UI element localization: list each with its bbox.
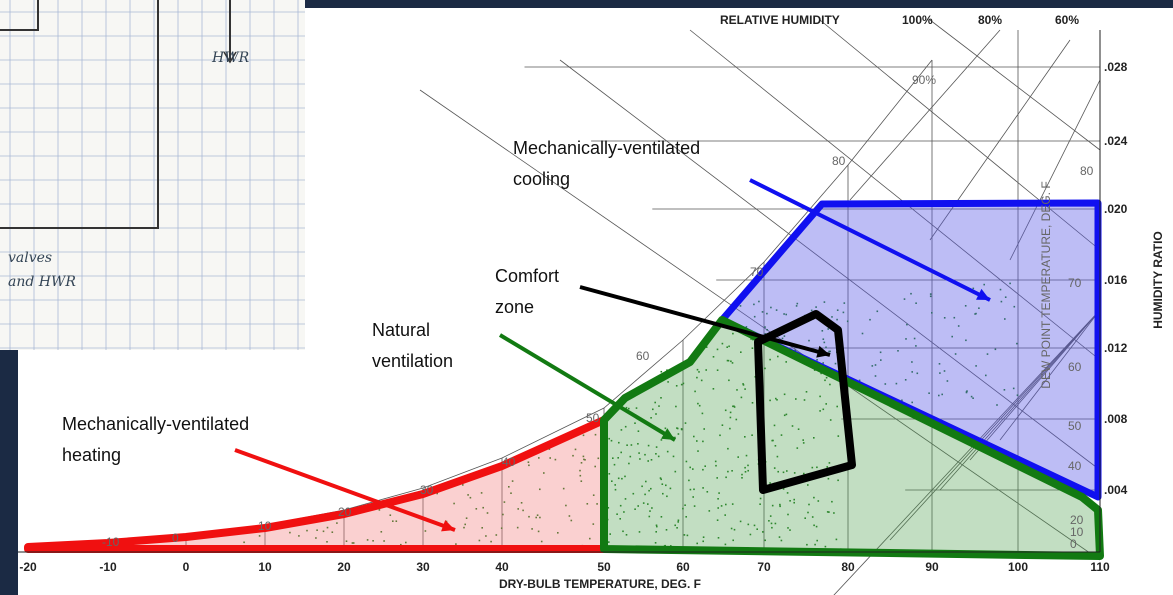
rh-label: 100% [902, 13, 933, 27]
x-tick-label: 30 [416, 560, 430, 574]
rh-label: 80% [978, 13, 1002, 27]
dew-point-label: 40 [502, 455, 516, 469]
dew-point-label: 0 [172, 531, 179, 545]
dew-point-label: 60 [1068, 360, 1082, 374]
top-label: RELATIVE HUMIDITY [720, 13, 840, 27]
x-tick-label: 40 [495, 560, 509, 574]
dew-point-label: -10 [102, 535, 120, 549]
x-tick-label: 0 [183, 560, 190, 574]
y-tick-label: .012 [1104, 341, 1128, 355]
dew-point-label: 30 [420, 483, 434, 497]
annotation-text: ventilation [372, 351, 453, 371]
annotation-text: Comfort [495, 266, 559, 286]
sketch-label: valves [8, 250, 52, 266]
y-tick-label: .024 [1104, 134, 1128, 148]
dew-point-label: 50 [586, 411, 600, 425]
x-tick-label: 110 [1090, 560, 1110, 574]
sketch-label: HWR [211, 50, 250, 66]
x-tick-label: 90 [925, 560, 939, 574]
y-tick-label: .028 [1104, 60, 1128, 74]
x-tick-label: 50 [597, 560, 611, 574]
x-tick-label: -20 [19, 560, 37, 574]
dew-point-title: DEW POINT TEMPERATURE, DEG. F [1039, 181, 1053, 388]
x-axis-title: DRY-BULB TEMPERATURE, DEG. F [499, 577, 701, 591]
annotation-text: Mechanically-ventilated [62, 414, 249, 434]
annotation-text: zone [495, 297, 534, 317]
y-tick-label: .004 [1104, 483, 1128, 497]
dew-point-label: 70 [1068, 276, 1082, 290]
sketch-label: and HWR [8, 274, 76, 290]
x-tick-label: 20 [337, 560, 351, 574]
rh-label: 90% [912, 73, 936, 87]
data-dot [661, 371, 663, 373]
rh-label: 60% [1055, 13, 1079, 27]
y-tick-label: .020 [1104, 202, 1128, 216]
dew-point-label: 40 [1068, 459, 1082, 473]
sketch-paper [0, 0, 305, 350]
x-tick-label: 70 [757, 560, 771, 574]
y-tick-label: .008 [1104, 412, 1128, 426]
annotation-text: heating [62, 445, 121, 465]
annotation-text: cooling [513, 169, 570, 189]
x-tick-label: -10 [99, 560, 117, 574]
dew-point-label: 10 [258, 519, 272, 533]
dew-point-label: 80 [1080, 164, 1094, 178]
dew-point-label: 50 [1068, 419, 1082, 433]
x-tick-label: 100 [1008, 560, 1028, 574]
annotation-text: Natural [372, 320, 430, 340]
y-tick-label: .016 [1104, 273, 1128, 287]
dew-point-label: 20 [338, 505, 352, 519]
x-tick-label: 10 [258, 560, 272, 574]
dew-point-label: 0 [1070, 537, 1077, 551]
slide: -20-100102030405060708090100110.028.024.… [0, 0, 1173, 595]
x-tick-label: 80 [841, 560, 855, 574]
x-tick-label: 60 [676, 560, 690, 574]
dew-point-label: 80 [832, 154, 846, 168]
annotation-text: Mechanically-ventilated [513, 138, 700, 158]
dew-point-label: 70 [750, 265, 764, 279]
sketch-image: HWR valves and HWR [0, 0, 305, 350]
dew-point-label: 60 [636, 349, 650, 363]
y-axis-title: HUMIDITY RATIO [1151, 231, 1165, 329]
